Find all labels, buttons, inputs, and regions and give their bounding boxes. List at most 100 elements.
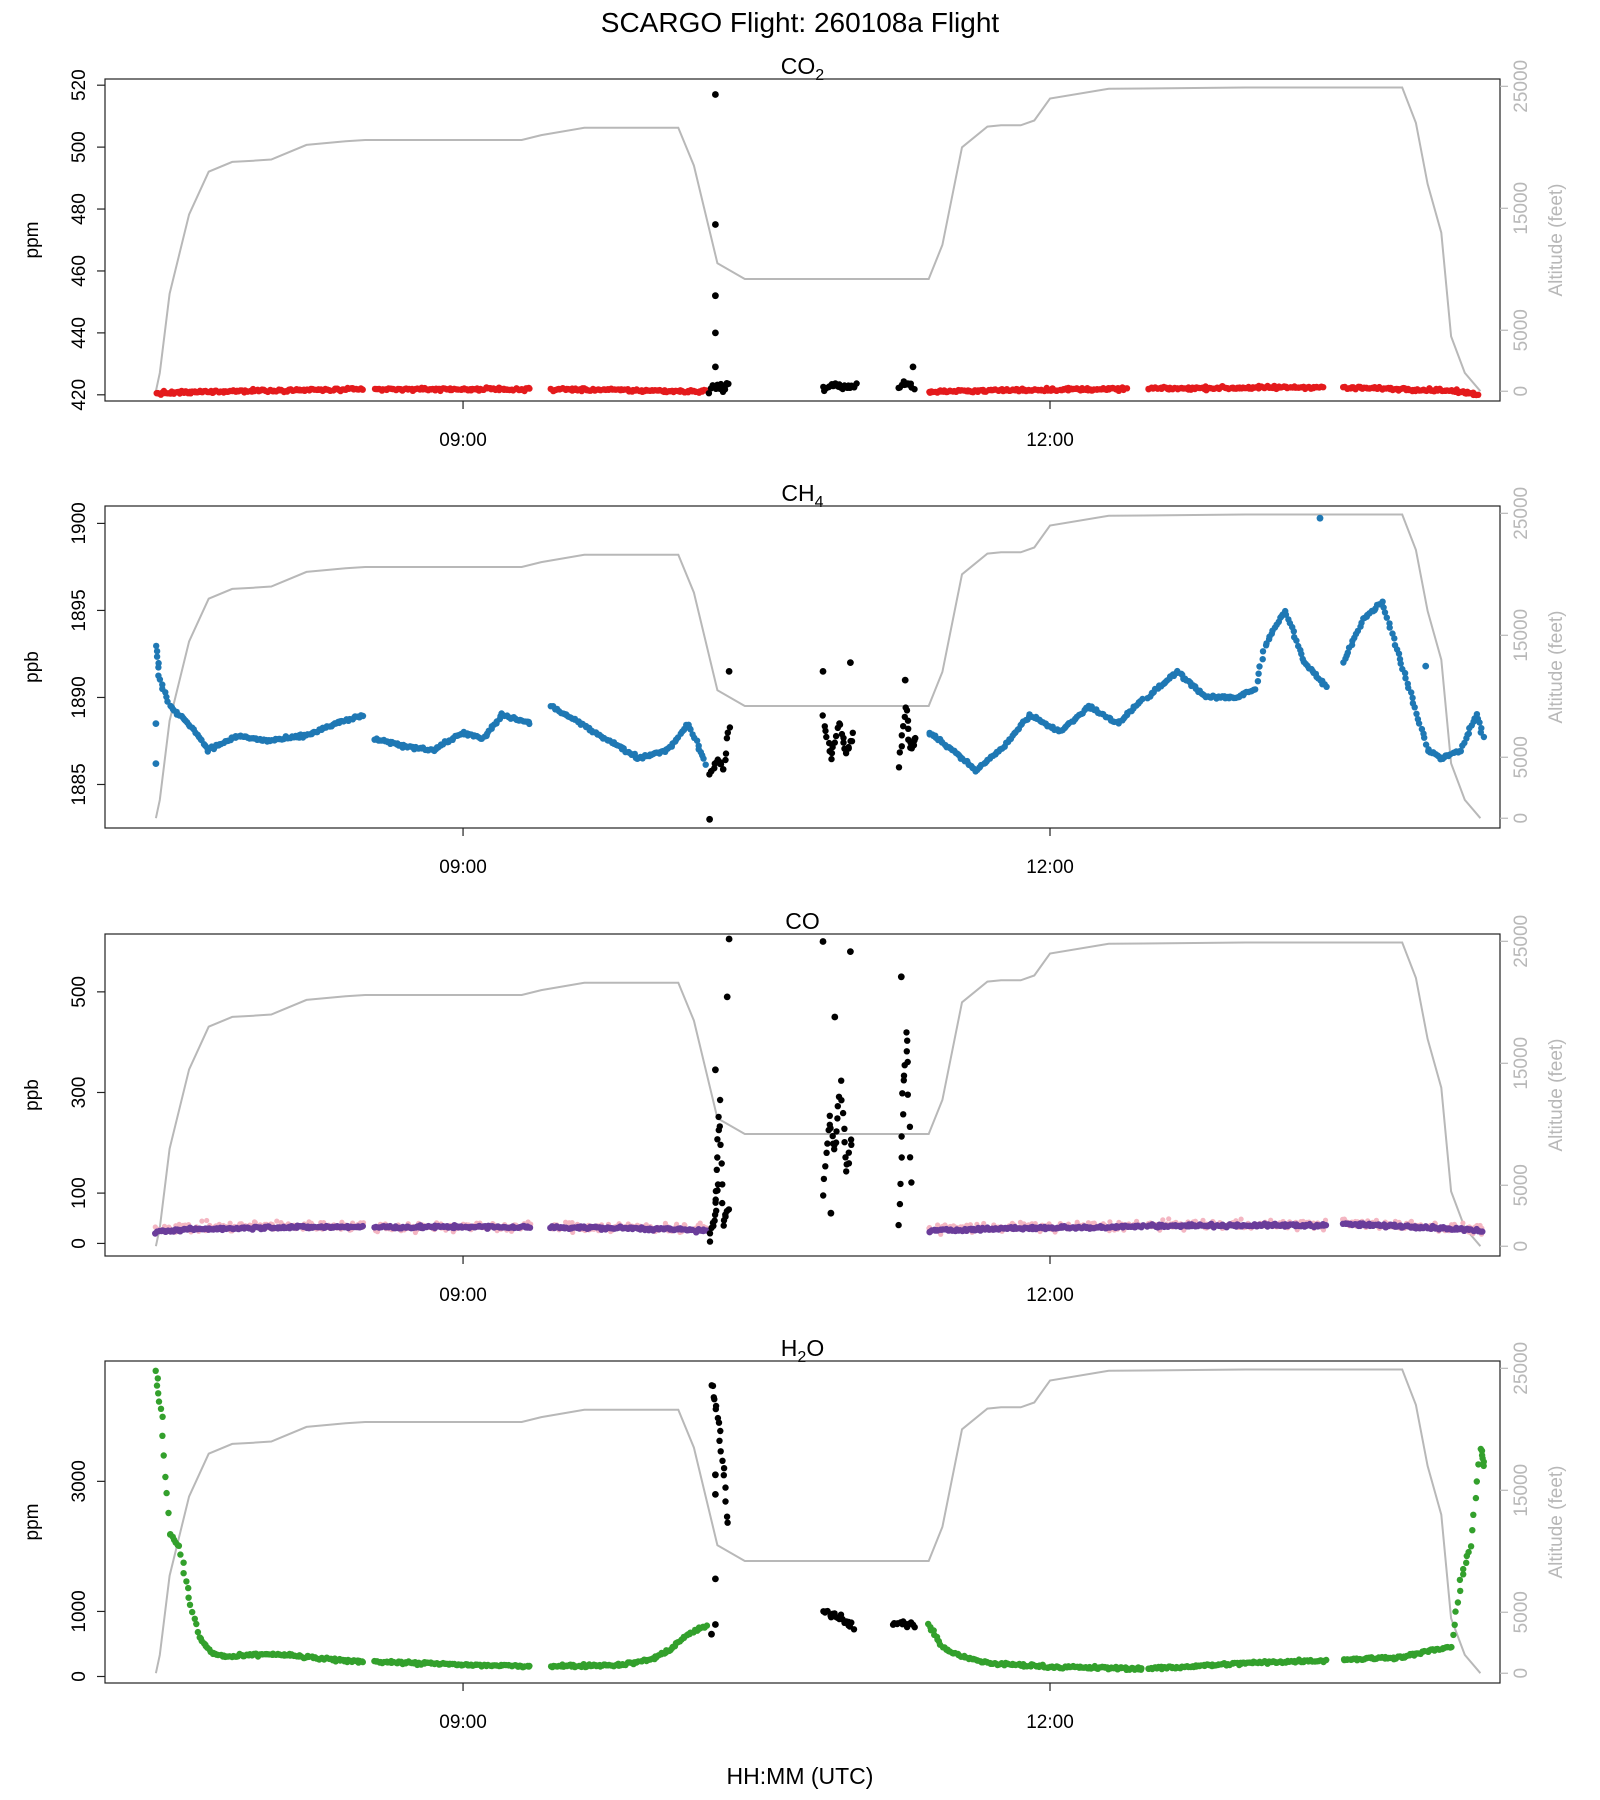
data-point: [717, 759, 724, 766]
data-point: [1473, 1478, 1481, 1485]
data-point: [826, 1112, 833, 1120]
data-point: [903, 1029, 910, 1036]
data-point: [904, 1037, 911, 1044]
panel-title-ch4: CH4: [781, 480, 823, 511]
data-point: [1413, 710, 1420, 717]
altitude-tick-label: 15000: [1511, 182, 1532, 235]
data-point-outlier: [712, 1066, 719, 1074]
data-point: [843, 1168, 850, 1175]
data-point: [1255, 670, 1262, 677]
altitude-axis-label: Altitude (feet): [1546, 611, 1567, 724]
y-tick-label: 1895: [69, 589, 90, 631]
figure-title: SCARGO Flight: 260108a Flight: [601, 7, 1000, 38]
data-point: [227, 1220, 233, 1226]
data-point: [1422, 741, 1430, 748]
data-point: [714, 1187, 721, 1194]
data-point-outlier: [819, 668, 827, 675]
data-point: [896, 749, 903, 756]
data-point: [1254, 678, 1262, 685]
data-point: [900, 1072, 908, 1079]
x-tick-label: 09:00: [439, 857, 487, 878]
data-point: [848, 1619, 855, 1626]
altitude-tick-label: 5000: [1511, 1591, 1532, 1633]
data-point: [848, 1141, 855, 1149]
data-point: [1386, 624, 1393, 631]
data-point: [832, 732, 840, 740]
data-point: [193, 1620, 200, 1628]
data-point: [359, 1658, 366, 1666]
altitude-line: [154, 1368, 1482, 1674]
data-point: [1470, 1511, 1477, 1519]
panel-title-subscript: 4: [815, 494, 824, 511]
data-point: [906, 1154, 914, 1161]
data-point: [1259, 656, 1266, 663]
data-point: [911, 386, 918, 393]
altitude-line: [154, 86, 1482, 392]
y-tick-label: 1000: [69, 1590, 90, 1632]
data-point: [828, 749, 836, 757]
data-point: [723, 1513, 731, 1520]
altitude-axis-label: Altitude (feet): [1546, 184, 1567, 297]
plot-frame: [104, 505, 1501, 829]
data-point-outlier: [152, 760, 160, 767]
data-point: [898, 732, 905, 739]
plot-frame: [104, 933, 1501, 1257]
data-point: [898, 1154, 905, 1161]
series-co-calibration: [706, 935, 915, 1245]
data-point: [1298, 650, 1305, 658]
data-point: [1323, 683, 1330, 690]
data-point: [1421, 734, 1428, 741]
data-point: [160, 1452, 167, 1459]
altitude-tick-label: 25000: [1511, 915, 1532, 968]
data-point-outlier: [712, 1471, 719, 1479]
data-point: [709, 1382, 717, 1390]
x-tick-label: 12:00: [1026, 1285, 1074, 1306]
data-point: [722, 1498, 729, 1505]
data-point-outlier: [723, 993, 731, 1001]
data-point: [569, 1220, 575, 1226]
data-point: [1139, 695, 1146, 703]
data-point: [1457, 748, 1465, 755]
y-tick-label: 480: [69, 193, 90, 225]
data-point: [845, 745, 852, 752]
altitude-tick-label: 0: [1511, 1241, 1532, 1252]
plot-frame: [104, 78, 1501, 402]
data-point: [904, 1058, 911, 1066]
data-point: [157, 1405, 165, 1413]
data-point: [1123, 385, 1131, 392]
data-point: [1397, 660, 1404, 667]
data-point: [841, 1139, 848, 1146]
data-point: [715, 1113, 722, 1121]
data-point-outlier: [897, 973, 905, 981]
data-point: [1379, 598, 1386, 605]
data-point: [831, 1146, 838, 1153]
data-point: [674, 1221, 680, 1227]
data-point: [359, 1222, 366, 1230]
data-point: [850, 1626, 858, 1633]
data-point: [717, 1448, 724, 1455]
y-axis-label: ppb: [22, 651, 43, 683]
data-point-outlier: [712, 292, 719, 300]
data-point: [705, 390, 713, 397]
data-point: [1454, 1599, 1462, 1606]
data-point: [156, 676, 164, 683]
data-point: [904, 1091, 911, 1098]
data-point-outlier: [1422, 662, 1430, 670]
x-tick-label: 09:00: [439, 430, 487, 451]
data-point-outlier: [901, 676, 909, 684]
data-point: [726, 724, 734, 731]
data-point: [716, 1123, 723, 1130]
data-point: [899, 1090, 906, 1097]
altitude-tick-label: 0: [1511, 1668, 1532, 1679]
data-point: [717, 1427, 724, 1435]
data-point: [1405, 684, 1412, 692]
data-point: [359, 386, 366, 393]
data-point: [1480, 733, 1488, 741]
data-point: [1252, 686, 1259, 693]
data-point: [194, 1628, 202, 1636]
data-point: [1465, 730, 1473, 737]
y-tick-label: 300: [69, 1077, 90, 1109]
altitude-tick-label: 5000: [1511, 309, 1532, 351]
data-point: [1460, 1565, 1467, 1573]
data-point: [1282, 611, 1290, 618]
